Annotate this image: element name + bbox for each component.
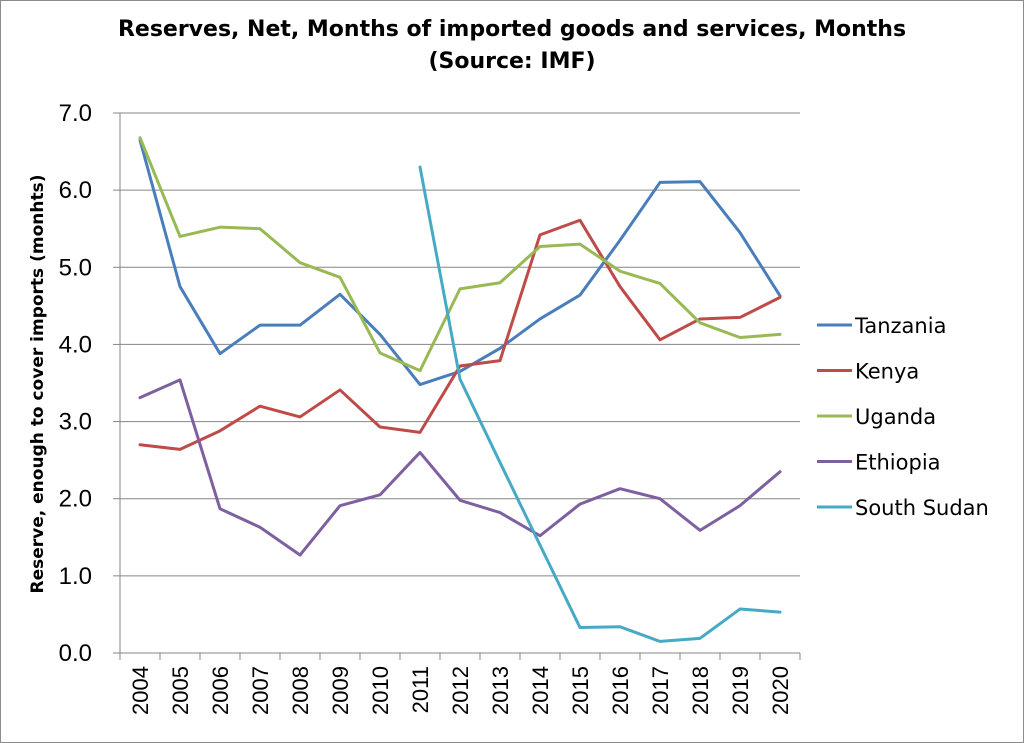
y-tick-label: 1.0	[59, 563, 92, 590]
legend-label-kenya: Kenya	[855, 360, 919, 384]
legend-label-tanzania: Tanzania	[854, 314, 946, 338]
axes	[113, 112, 801, 660]
x-tick-label: 2018	[688, 666, 713, 715]
x-tick-label: 2006	[208, 666, 233, 715]
y-tick-label: 7.0	[59, 100, 92, 127]
chart-title-line1: Reserves, Net, Months of imported goods …	[117, 17, 907, 42]
gridlines	[120, 112, 800, 654]
x-tick-label: 2017	[648, 666, 673, 715]
legend-label-ethiopia: Ethiopia	[855, 451, 941, 475]
y-tick-label: 6.0	[59, 177, 92, 204]
legend-label-south-sudan: South Sudan	[855, 496, 989, 520]
x-tick-label: 2005	[168, 666, 193, 715]
chart-title-line2: (Source: IMF)	[428, 49, 596, 74]
x-tick-label: 2016	[608, 666, 633, 715]
x-tick-label: 2019	[728, 666, 753, 715]
series-line-tanzania	[138, 138, 782, 387]
y-tick-labels: 0.0 1.0 2.0 3.0 4.0 5.0 6.0 7.0	[59, 100, 92, 667]
y-tick-label: 5.0	[59, 254, 92, 281]
series-lines	[138, 136, 782, 643]
x-tick-label: 2007	[248, 666, 273, 715]
y-tick-label: 0.0	[59, 640, 92, 667]
x-tick-label: 2015	[568, 666, 593, 715]
y-tick-label: 3.0	[59, 409, 92, 436]
series-line-kenya	[138, 218, 782, 451]
legend-label-uganda: Uganda	[855, 405, 936, 429]
legend: Tanzania Kenya Uganda Ethiopia South Sudan	[817, 314, 989, 520]
x-tick-label: 2012	[448, 666, 473, 715]
x-tick-label: 2014	[528, 666, 553, 715]
series-line-south-sudan	[418, 165, 782, 643]
x-tick-label: 2004	[128, 666, 153, 715]
series-line-uganda	[138, 136, 782, 373]
x-tick-label: 2008	[288, 666, 313, 715]
x-tick-label: 2011	[408, 666, 433, 713]
x-tick-label: 2009	[328, 666, 353, 715]
x-tick-label: 2010	[368, 666, 393, 715]
x-tick-labels: 2004 2005 2006 2007 2008 2009 2010 2011 2012 2013…	[128, 666, 793, 715]
y-tick-label: 4.0	[59, 331, 92, 358]
chart-title: Reserves, Net, Months of imported goods …	[0, 14, 1024, 78]
y-tick-label: 2.0	[59, 486, 92, 513]
x-tick-label: 2020	[768, 666, 793, 715]
x-tick-label: 2013	[488, 666, 513, 715]
series-line-ethiopia	[138, 378, 782, 557]
